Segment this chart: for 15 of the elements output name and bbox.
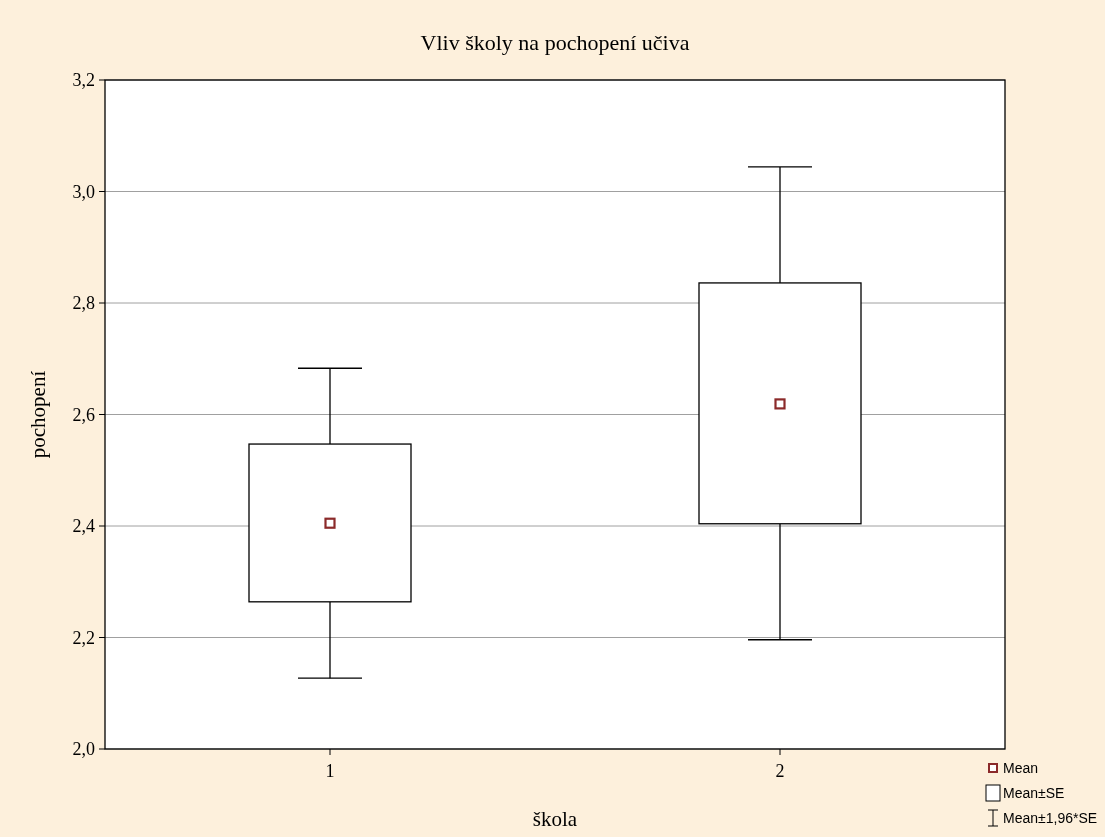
y-tick-label: 2,6 [72,404,95,425]
x-axis-title: škola [532,807,578,831]
x-tick-label: 2 [775,761,785,781]
y-tick-label: 2,4 [72,516,95,537]
chart-title: Vliv školy na pochopení učiva [420,30,690,55]
y-tick-label: 2,2 [72,627,95,648]
y-tick-label: 3,0 [72,181,95,202]
y-tick-label: 3,2 [72,70,95,91]
x-tick-label: 1 [325,761,335,781]
y-axis-title: pochopení [26,370,50,459]
y-tick-label: 2,0 [72,739,95,760]
text: Mean±SE [1003,784,1065,801]
text: Mean [1003,759,1039,776]
y-tick-label: 2,8 [72,293,95,314]
text: Mean±1,96*SE [1003,809,1098,826]
